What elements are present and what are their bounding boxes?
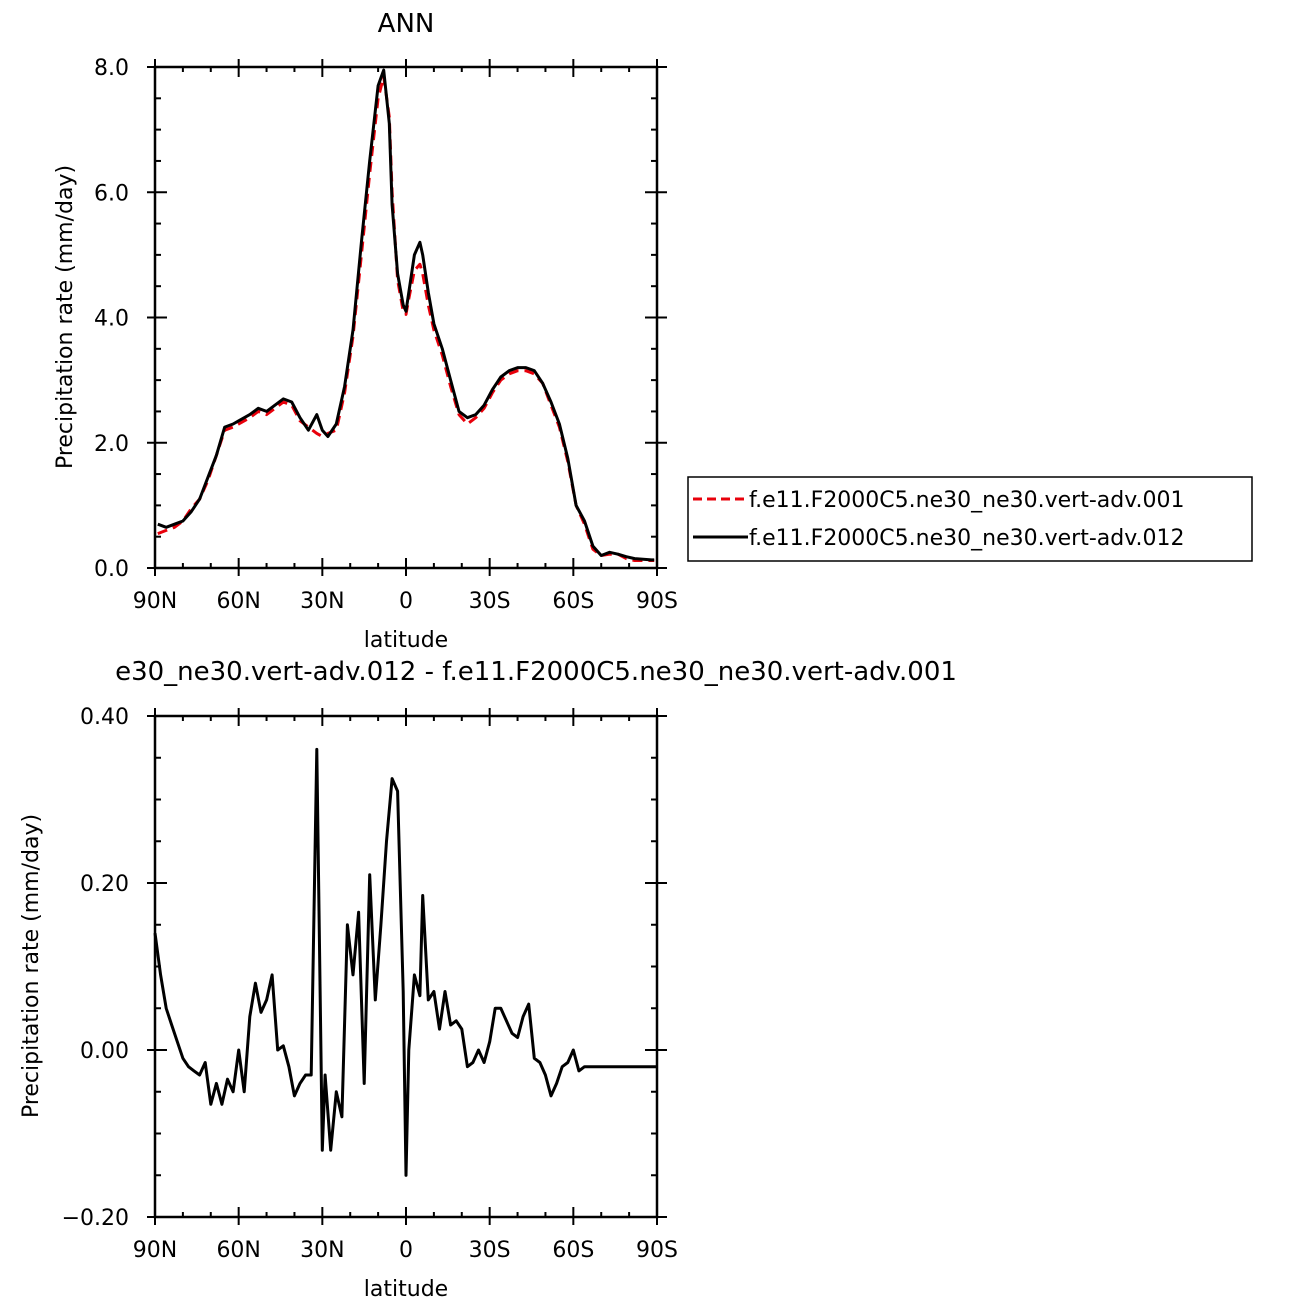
bottom-panel: e30_ne30.vert-adv.012 - f.e11.F2000C5.ne… [19, 657, 957, 1302]
bottom-x-tick-label: 90S [636, 1238, 678, 1263]
top-legend: f.e11.F2000C5.ne30_ne30.vert-adv.001 f.e… [687, 476, 1253, 562]
bottom-x-tick-label: 0 [399, 1238, 413, 1263]
top-chart-title: ANN [378, 9, 435, 39]
top-x-tick-label: 60S [552, 589, 594, 614]
top-y-tick-label: 2.0 [94, 432, 129, 457]
bottom-y-tick-label: 0.00 [80, 1039, 129, 1064]
top-x-tick-label: 30N [300, 589, 344, 614]
top-y-tick-label: 4.0 [94, 307, 129, 332]
bottom-y-axis-label: Precipitation rate (mm/day) [19, 814, 44, 1118]
top-axis-ticks: 90N 60N 30N 0 30S 60S 90S 0.0 2.0 4.0 6.0 8.0 [94, 56, 678, 614]
top-x-tick-label: 90N [133, 589, 177, 614]
top-y-tick-label: 8.0 [94, 56, 129, 81]
bottom-y-tick-label: 0.40 [80, 705, 129, 730]
bottom-chart-title: e30_ne30.vert-adv.012 - f.e11.F2000C5.ne… [115, 657, 957, 687]
legend-label-012: f.e11.F2000C5.ne30_ne30.vert-adv.012 [749, 526, 1185, 551]
top-x-tick-label: 90S [636, 589, 678, 614]
bottom-x-tick-label: 60S [552, 1238, 594, 1263]
top-plot-frame [153, 65, 659, 570]
top-y-axis-label: Precipitation rate (mm/day) [53, 165, 78, 469]
top-series-line-0 [157, 74, 655, 562]
legend-box [687, 476, 1253, 562]
bottom-series-line-0 [153, 747, 657, 1177]
bottom-series-lines [153, 747, 657, 1177]
top-x-axis-label: latitude [364, 628, 448, 653]
top-x-tick-label: 30S [469, 589, 511, 614]
bottom-y-tick-label: 0.20 [80, 872, 129, 897]
top-series-line-1 [157, 68, 655, 562]
top-series-lines [157, 68, 655, 562]
bottom-plot-frame [153, 714, 659, 1219]
legend-label-001: f.e11.F2000C5.ne30_ne30.vert-adv.001 [749, 488, 1185, 513]
bottom-x-tick-label: 30S [469, 1238, 511, 1263]
bottom-x-tick-label: 30N [300, 1238, 344, 1263]
bottom-x-axis-label: latitude [364, 1277, 448, 1302]
bottom-x-tick-label: 90N [133, 1238, 177, 1263]
bottom-x-tick-label: 60N [216, 1238, 260, 1263]
bottom-y-tick-label: −0.20 [62, 1206, 129, 1231]
top-y-tick-label: 0.0 [94, 557, 129, 582]
top-y-tick-label: 6.0 [94, 181, 129, 206]
top-x-tick-label: 60N [216, 589, 260, 614]
top-x-tick-label: 0 [399, 589, 413, 614]
top-panel: ANN latitude Precipitation rate (mm/day)… [53, 9, 1253, 653]
